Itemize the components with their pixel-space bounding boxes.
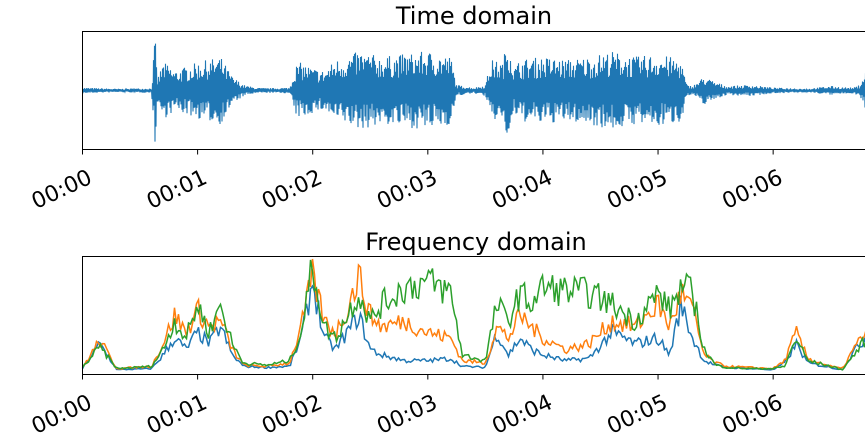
- x-tick-label: 00:00: [28, 390, 96, 439]
- time-domain-axes-frame: [82, 31, 865, 150]
- x-tick-label: 00:03: [373, 390, 441, 439]
- x-tick-label: 00:04: [488, 390, 556, 439]
- frequency-series-orange-line: [81, 258, 865, 370]
- x-tick-label: 00:06: [719, 390, 787, 439]
- x-tick-label: 00:04: [488, 165, 556, 214]
- frequency-series-green-line: [81, 259, 865, 371]
- time-domain-panel: Time domain 00:00 00:01 00:02 00:03 00:04 00:…: [28, 2, 865, 215]
- time-domain-x-axis: 00:00 00:01 00:02 00:03 00:04 00:05 00:06: [28, 149, 787, 215]
- x-tick-label: 00:05: [604, 165, 672, 214]
- frequency-domain-axes-frame: [82, 256, 865, 375]
- x-tick-label: 00:03: [373, 165, 441, 214]
- frequency-domain-title: Frequency domain: [365, 228, 587, 256]
- frequency-series-blue-line: [81, 284, 865, 371]
- x-tick-label: 00:02: [258, 165, 326, 214]
- time-domain-waveform-line: [81, 43, 865, 142]
- x-tick-label: 00:01: [143, 390, 211, 439]
- x-tick-label: 00:05: [604, 390, 672, 439]
- time-domain-series: [81, 43, 865, 142]
- time-domain-title: Time domain: [395, 2, 552, 30]
- x-tick-label: 00:00: [28, 165, 96, 214]
- x-tick-label: 00:01: [143, 165, 211, 214]
- frequency-domain-panel: Frequency domain 00:00 00:01 00:02 00:03 00:…: [28, 228, 865, 439]
- x-tick-label: 00:06: [719, 165, 787, 214]
- frequency-domain-x-axis: 00:00 00:01 00:02 00:03 00:04 00:05 00:06: [28, 374, 787, 439]
- x-tick-label: 00:02: [258, 390, 326, 439]
- frequency-domain-series: [81, 258, 865, 371]
